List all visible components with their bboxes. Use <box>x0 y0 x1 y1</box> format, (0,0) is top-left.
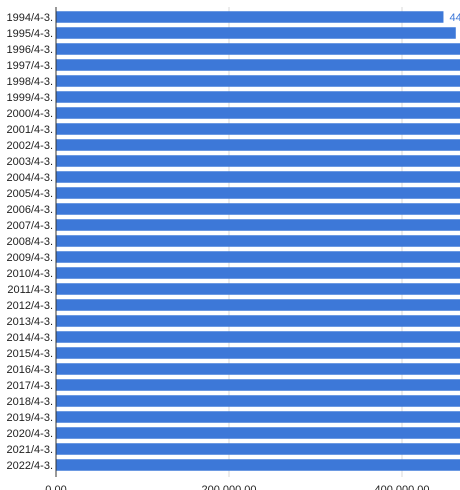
x-tick-label: 400,000.00 <box>374 484 429 490</box>
bar <box>56 43 460 55</box>
category-label: 2003/4-3. <box>7 156 53 168</box>
category-label: 2014/4-3. <box>7 332 53 344</box>
category-label: 2007/4-3. <box>7 220 53 232</box>
x-tick-label: 200,000.00 <box>201 484 256 490</box>
category-label: 2015/4-3. <box>7 348 53 360</box>
category-label: 2022/4-3. <box>7 460 53 472</box>
category-label: 2002/4-3. <box>7 140 53 152</box>
bar <box>56 347 460 359</box>
bar <box>56 283 460 295</box>
category-label: 1995/4-3. <box>7 28 53 40</box>
bar <box>56 75 460 87</box>
bar <box>56 27 456 39</box>
category-label: 2013/4-3. <box>7 316 53 328</box>
x-tick-label: 0.00 <box>45 484 66 490</box>
category-label: 2004/4-3. <box>7 172 53 184</box>
bar <box>56 411 460 423</box>
category-label: 2020/4-3. <box>7 428 53 440</box>
value-label: 447,936.90 <box>449 12 460 24</box>
category-label: 2001/4-3. <box>7 124 53 136</box>
bar <box>56 139 460 151</box>
category-label: 1994/4-3. <box>7 12 53 24</box>
bar <box>56 59 460 71</box>
bar <box>56 187 460 199</box>
category-label: 1998/4-3. <box>7 76 53 88</box>
category-labels: 1994/4-3. 1995/4-3. 1996/4-3. 1997/4-3. 1998… <box>7 12 53 472</box>
bar <box>56 363 460 375</box>
bar <box>56 459 460 471</box>
category-label: 2017/4-3. <box>7 380 53 392</box>
bar <box>56 331 460 343</box>
bars <box>56 11 460 471</box>
category-label: 2012/4-3. <box>7 300 53 312</box>
bar <box>56 171 460 183</box>
bar <box>56 123 460 135</box>
bar <box>56 219 460 231</box>
bar <box>56 315 460 327</box>
category-label: 2016/4-3. <box>7 364 53 376</box>
bar <box>56 443 460 455</box>
value-labels: 447,936.90462,177.30475,806.10475,217.30… <box>449 12 460 24</box>
bar <box>56 107 460 119</box>
category-label: 2018/4-3. <box>7 396 53 408</box>
bar <box>56 91 460 103</box>
bar <box>56 267 460 279</box>
category-label: 2019/4-3. <box>7 412 53 424</box>
bar <box>56 203 460 215</box>
bar <box>56 395 460 407</box>
bar <box>56 155 460 167</box>
category-label: 2021/4-3. <box>7 444 53 456</box>
x-axis-tick-labels: 0.00 200,000.00 400,000.00 <box>45 484 429 490</box>
bar <box>56 251 460 263</box>
category-label: 1997/4-3. <box>7 60 53 72</box>
category-label: 2005/4-3. <box>7 188 53 200</box>
bar <box>56 235 460 247</box>
category-label: 1999/4-3. <box>7 92 53 104</box>
category-label: 2010/4-3. <box>7 268 53 280</box>
category-label: 2006/4-3. <box>7 204 53 216</box>
bar <box>56 379 460 391</box>
bar <box>56 11 444 23</box>
category-label: 2011/4-3. <box>7 284 53 296</box>
category-label: 1996/4-3. <box>7 44 53 56</box>
category-label: 2008/4-3. <box>7 236 53 248</box>
category-label: 2000/4-3. <box>7 108 53 120</box>
bar <box>56 427 460 439</box>
category-label: 2009/4-3. <box>7 252 53 264</box>
bar <box>56 299 460 311</box>
